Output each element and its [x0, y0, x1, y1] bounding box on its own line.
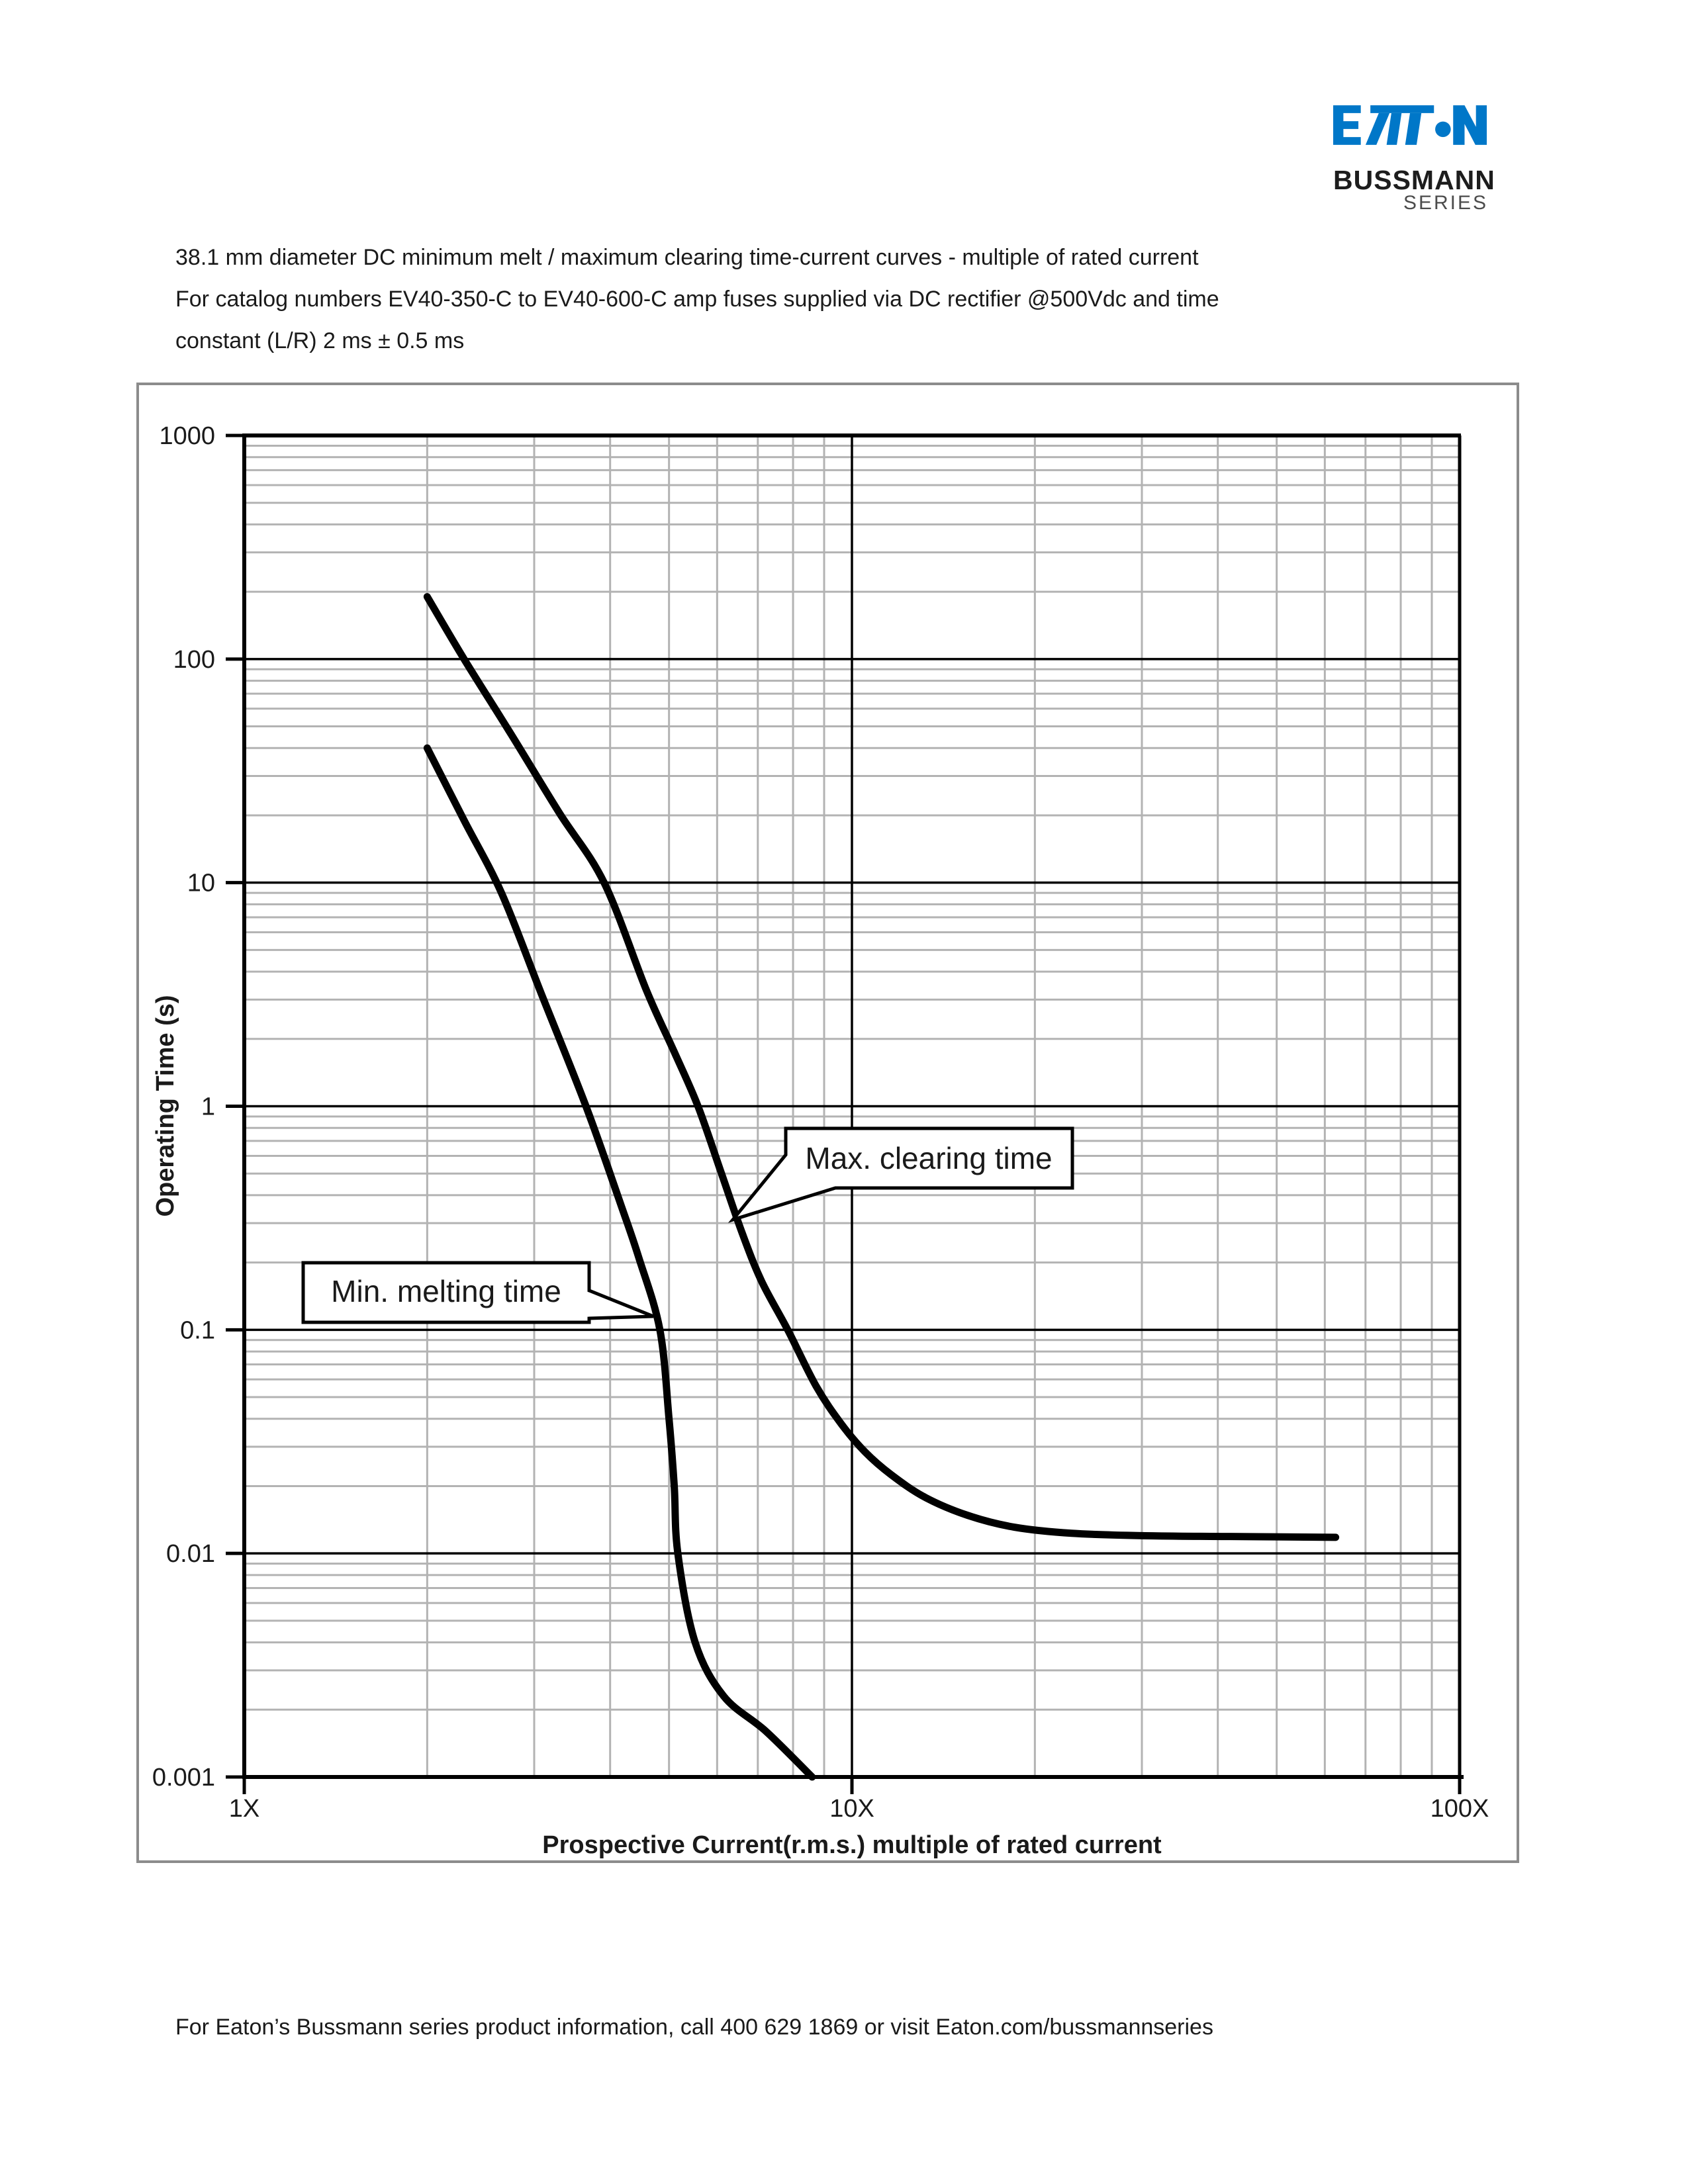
logo-bussmann-text: BUSSMANN: [1333, 165, 1495, 195]
y-tick-label: 1000: [159, 422, 215, 450]
curves: [423, 593, 1340, 1781]
y-tick-label: 10: [187, 870, 215, 897]
y-axis-title: Operating Time (s): [152, 995, 179, 1216]
logo-at-bar: [1370, 105, 1434, 113]
curve-min-melting-time: [423, 744, 816, 1781]
x-tick-label: 100X: [1430, 1795, 1489, 1823]
title-line-3: constant (L/R) 2 ms ± 0.5 ms: [175, 328, 465, 353]
major-gridlines: [244, 435, 1460, 1777]
eaton-logo-icon: [1333, 105, 1487, 145]
y-tick-label: 0.001: [152, 1764, 215, 1792]
axes: [226, 433, 1464, 1794]
y-tick-label: 0.1: [180, 1316, 215, 1344]
callout-label: Max. clearing time: [805, 1141, 1052, 1175]
tick-labels: 1000 100 10 1 0.1 0.01 0.001 1X 10X 100X: [152, 422, 1489, 1823]
x-tick-label: 10X: [829, 1795, 874, 1823]
y-tick-label: 1: [201, 1093, 215, 1121]
logo-dot: [1435, 121, 1451, 138]
y-tick-label: 100: [173, 646, 215, 674]
logo-letter-t-stem: [1405, 113, 1422, 145]
x-tick-label: 1X: [229, 1795, 259, 1823]
title-line-2: For catalog numbers EV40-350-C to EV40-6…: [175, 287, 1219, 312]
callout-box: [301, 1261, 654, 1324]
logo-letter-a-right: [1386, 113, 1402, 145]
footer-text: For Eaton’s Bussmann series product info…: [175, 2015, 1213, 2040]
callouts: Min. melting time Max. clearing time: [301, 1126, 1074, 1324]
page-title: 38.1 mm diameter DC minimum melt / maxim…: [175, 237, 1466, 362]
x-axis-title: Prospective Current(r.m.s.) multiple of …: [542, 1831, 1162, 1859]
callout-box: [727, 1126, 1074, 1223]
title-line-1: 38.1 mm diameter DC minimum melt / maxim…: [175, 245, 1199, 270]
y-tick-label: 0.01: [166, 1540, 215, 1568]
curve-max-clearing-time: [423, 593, 1340, 1541]
callout-min-melting-time: Min. melting time: [301, 1261, 654, 1324]
logo-letter-a-left: [1365, 113, 1390, 145]
logo-letter-e: [1333, 105, 1361, 145]
logo-letter-n: [1453, 105, 1487, 145]
eaton-logo: BUSSMANN SERIES: [1333, 105, 1495, 217]
logo-series-text: SERIES: [1403, 192, 1488, 214]
chart-frame-border: [136, 383, 1519, 1863]
callout-max-clearing-time: Max. clearing time: [727, 1126, 1074, 1223]
callout-label: Min. melting time: [331, 1274, 561, 1308]
